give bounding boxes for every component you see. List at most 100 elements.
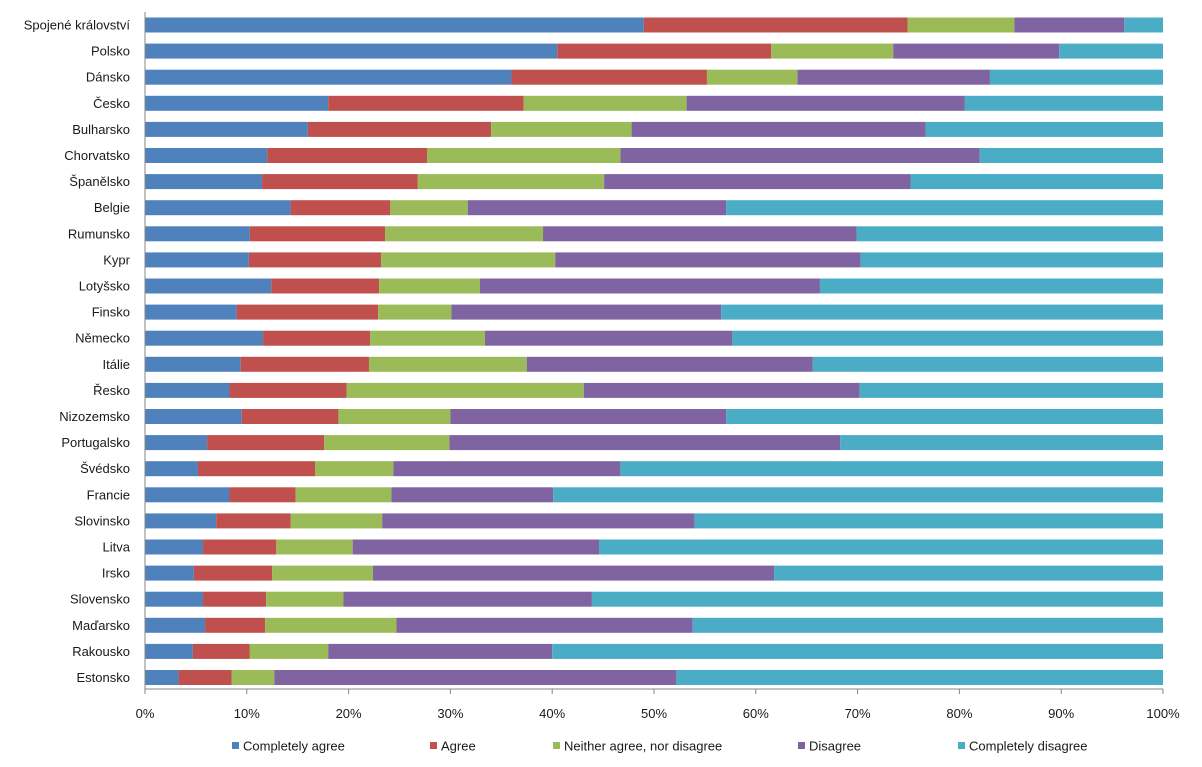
x-tick-label: 40% (539, 706, 565, 721)
bar-segment-completely-disagree (856, 226, 1163, 242)
x-tick-label: 70% (845, 706, 871, 721)
bar-segment-disagree (467, 200, 727, 216)
bar-segment-completely-agree (145, 121, 308, 137)
bar-segment-completely-agree (145, 356, 241, 372)
bar-segment-neither-agree-nor-disagree (426, 148, 621, 163)
bar-segment-completely-agree (145, 278, 272, 294)
bar-segment-completely-disagree (726, 200, 1163, 216)
bar-segment-agree (328, 95, 524, 111)
x-tick-label: 20% (336, 706, 362, 721)
legend-swatch (430, 742, 437, 749)
bar-segment-completely-disagree (620, 461, 1163, 477)
legend: Completely agree Agree Neither agree, nor … (232, 739, 1088, 754)
bar-segment-disagree (479, 278, 820, 294)
bar-segment-disagree (382, 513, 695, 529)
bar-segment-completely-disagree (591, 591, 1163, 607)
bar-segment-disagree (485, 330, 733, 346)
bar-segment-agree (205, 617, 266, 633)
bar-segment-disagree (451, 304, 722, 320)
x-tick-label: 50% (641, 706, 667, 721)
x-tick-label: 100% (1146, 706, 1180, 721)
bar-segment-disagree (352, 539, 600, 555)
category-label: Finsko (92, 305, 130, 320)
bar-segment-neither-agree-nor-disagree (381, 252, 556, 268)
legend-swatch (553, 742, 560, 749)
category-label: Rakousko (72, 644, 130, 659)
bar-segment-neither-agree-nor-disagree (276, 539, 353, 555)
bar-segment-completely-agree (145, 643, 193, 659)
bar-segment-completely-agree (145, 382, 230, 398)
bar-segment-agree (207, 435, 325, 451)
category-label: Slovensko (70, 592, 130, 607)
bar-segment-disagree (583, 382, 860, 398)
bar-segment-completely-disagree (840, 435, 1163, 451)
category-label: Dánsko (86, 70, 130, 85)
bar-segment-disagree (373, 565, 775, 581)
bar-segment-completely-disagree (726, 409, 1163, 424)
bar-segment-neither-agree-nor-disagree (771, 43, 894, 59)
x-axis: 0% 10% 20% 30% 40% 50% 60% 70% 80% 90% 100% (136, 12, 1180, 721)
bar-segment-agree (511, 69, 707, 85)
category-label: Německo (75, 331, 130, 346)
bar-segment-completely-disagree (925, 121, 1163, 137)
bar-segment-disagree (620, 148, 980, 163)
bar-segment-disagree (274, 670, 677, 685)
bar-segment-completely-disagree (692, 617, 1163, 633)
legend-label: Disagree (809, 739, 861, 754)
bar-segment-agree (197, 461, 316, 477)
legend-swatch (232, 742, 239, 749)
bar-segment-neither-agree-nor-disagree (491, 121, 632, 137)
bar-segment-completely-agree (145, 487, 230, 503)
bar-segment-disagree (893, 43, 1060, 59)
bar-segment-completely-disagree (599, 539, 1163, 555)
category-label: Chorvatsko (64, 148, 130, 163)
category-label: Slovinsko (74, 513, 130, 528)
bar-segment-completely-agree (145, 252, 249, 268)
bar-segment-neither-agree-nor-disagree (378, 304, 452, 320)
x-tick-label: 30% (437, 706, 463, 721)
category-label: Itálie (103, 357, 130, 372)
x-tick-label: 80% (946, 706, 972, 721)
category-label: Estonsko (77, 670, 130, 685)
category-label: Francie (87, 487, 130, 502)
bar-segment-disagree (797, 69, 990, 85)
bar-segment-neither-agree-nor-disagree (368, 356, 527, 372)
bar-segment-neither-agree-nor-disagree (295, 487, 392, 503)
bar-segment-neither-agree-nor-disagree (379, 278, 480, 294)
bar-segment-completely-agree (145, 513, 217, 529)
category-label: Polsko (91, 44, 130, 59)
bar-segment-agree (178, 670, 232, 685)
legend-swatch (958, 742, 965, 749)
category-label: Kypr (103, 252, 130, 267)
bar-segment-disagree (396, 617, 693, 633)
bar-segment-completely-agree (145, 409, 242, 424)
bar-segment-completely-agree (145, 617, 206, 633)
bar-segment-completely-agree (145, 304, 237, 320)
bar-segment-disagree (631, 121, 926, 137)
bar-segment-completely-agree (145, 670, 179, 685)
bar-segment-completely-agree (145, 69, 512, 85)
bar-segment-completely-agree (145, 148, 268, 163)
bar-segment-neither-agree-nor-disagree (272, 565, 374, 581)
bar-segment-completely-disagree (676, 670, 1163, 685)
bar-segment-neither-agree-nor-disagree (231, 670, 275, 685)
x-tick-label: 90% (1048, 706, 1074, 721)
bar-segment-disagree (449, 435, 841, 451)
bar-segment-agree (267, 148, 427, 163)
bar-segment-disagree (393, 461, 621, 477)
bar-segment-completely-agree (145, 539, 204, 555)
bar-segment-completely-disagree (859, 382, 1163, 398)
bar-segment-neither-agree-nor-disagree (265, 617, 397, 633)
bar-segment-agree (290, 200, 391, 216)
category-label: Spojené království (24, 18, 131, 33)
bar-segment-completely-agree (145, 17, 644, 33)
bar-segment-completely-disagree (1059, 43, 1163, 59)
bar-segment-completely-disagree (812, 356, 1163, 372)
bar-segment-agree (229, 487, 296, 503)
legend-label: Neither agree, nor disagree (564, 739, 722, 754)
bar-segment-completely-disagree (721, 304, 1163, 320)
category-label: Lotyšsko (79, 279, 130, 294)
bar-segment-neither-agree-nor-disagree (266, 591, 344, 607)
bar-segment-disagree (1014, 17, 1125, 33)
